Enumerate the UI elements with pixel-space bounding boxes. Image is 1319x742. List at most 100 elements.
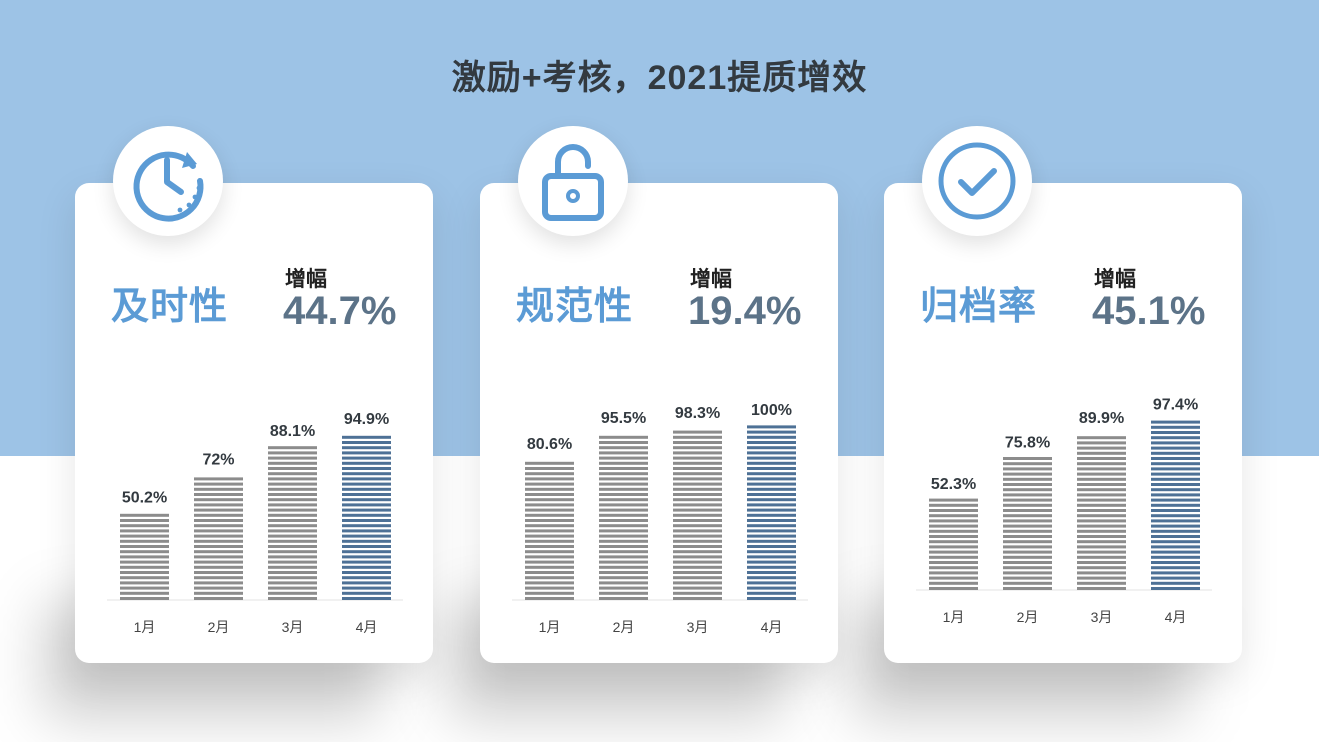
bar-stripe	[929, 529, 978, 533]
bar	[194, 477, 243, 600]
bar-stripe	[120, 519, 169, 522]
bar-stripe	[747, 524, 796, 528]
bar-stripe	[599, 461, 648, 465]
bar-stripe	[1003, 462, 1052, 466]
bar-stripe	[120, 545, 169, 548]
page-title: 激励+考核，2021提质增效	[451, 59, 868, 97]
bar-stripe	[342, 539, 391, 543]
bar-stripe	[268, 586, 317, 590]
bar-stripe	[1151, 571, 1200, 575]
bar-stripe	[525, 565, 574, 569]
bar-stripe	[525, 545, 574, 548]
bar-stripe	[525, 576, 574, 580]
bar-stripe	[1003, 545, 1052, 549]
metric-name: 规范性	[516, 286, 634, 328]
bar-stripe	[747, 534, 796, 538]
bar-stripe	[1077, 493, 1126, 497]
bar-stripe	[673, 482, 722, 486]
bar-stripe	[747, 508, 796, 512]
bar-stripe	[268, 591, 317, 595]
bar-stripe	[673, 597, 722, 600]
bar-stripe	[268, 477, 317, 481]
bar-stripe	[194, 487, 243, 491]
bar-stripe	[929, 498, 978, 502]
increase-label: 增幅	[285, 268, 327, 291]
bar-stripe	[1151, 493, 1200, 497]
bar-stripe	[342, 493, 391, 496]
bar-stripe	[929, 545, 978, 549]
bar-stripe	[673, 534, 722, 538]
bar-stripe	[929, 561, 978, 564]
bar-stripe	[747, 446, 796, 450]
bar-stripe	[342, 477, 391, 481]
bar-stripe	[525, 586, 574, 590]
icon-badge	[113, 126, 223, 236]
bar-stripe	[599, 571, 648, 574]
bar-stripe	[268, 467, 317, 470]
bar-stripe	[673, 524, 722, 528]
bar-stripe	[929, 503, 978, 507]
x-tick-label: 3月	[687, 619, 709, 635]
bar-stripe	[599, 539, 648, 543]
bar-stripe	[599, 565, 648, 569]
bar-stripe	[1077, 467, 1126, 471]
bar	[673, 430, 722, 600]
bar-stripe	[747, 550, 796, 554]
bar-stripe	[929, 540, 978, 544]
bar-stripe	[1151, 457, 1200, 460]
bar-stripe	[673, 493, 722, 496]
bar-stripe	[194, 576, 243, 580]
bar-stripe	[194, 560, 243, 564]
bar-stripe	[194, 477, 243, 481]
bar-stripe	[929, 509, 978, 512]
bar-stripe	[1077, 555, 1126, 559]
bar-stripe	[1003, 587, 1052, 590]
metric-name: 归档率	[920, 286, 1038, 328]
bar-stripe	[268, 508, 317, 512]
bar-stripe	[747, 467, 796, 470]
bar-stripe	[599, 519, 648, 522]
bar-stripe	[747, 591, 796, 595]
bar	[1077, 436, 1126, 590]
bar-stripe	[747, 545, 796, 548]
bar-stripe	[342, 487, 391, 491]
bar-stripe	[120, 524, 169, 528]
bar-stripe	[1151, 431, 1200, 434]
bar-stripe	[268, 519, 317, 522]
bar-stripe	[673, 591, 722, 595]
bar-stripe	[342, 555, 391, 559]
bar-stripe	[342, 441, 391, 444]
bar-stripe	[929, 576, 978, 580]
bar-stripe	[599, 586, 648, 590]
bar-stripe	[599, 529, 648, 533]
bar-stripe	[268, 539, 317, 543]
bar-stripe	[268, 581, 317, 585]
x-tick-label: 4月	[761, 619, 783, 635]
bar-stripe	[342, 461, 391, 465]
bar-stripe	[1003, 483, 1052, 486]
bar-stripe	[194, 586, 243, 590]
data-label: 100%	[751, 402, 792, 419]
bar-stripe	[1003, 581, 1052, 585]
bar-stripe	[1151, 576, 1200, 580]
bar-stripe	[1151, 441, 1200, 445]
increase-value: 19.4%	[688, 289, 802, 333]
x-tick-label: 4月	[1165, 609, 1187, 625]
bar-stripe	[1151, 503, 1200, 507]
data-label: 75.8%	[1005, 435, 1050, 452]
bar-stripe	[268, 524, 317, 528]
bar-stripe	[673, 456, 722, 460]
bar-stripe	[599, 472, 648, 476]
bar-stripe	[342, 545, 391, 548]
metric-card-archiving-rate: 归档率 增幅 45.1% 52.3% 1月 75.8% 2月 89.9% 3月 97.4% 4…	[884, 126, 1242, 663]
increase-value: 45.1%	[1092, 289, 1206, 333]
bar-stripe	[673, 435, 722, 439]
data-label: 80.6%	[527, 436, 572, 453]
bar-stripe	[929, 519, 978, 523]
bar-stripe	[599, 524, 648, 528]
bar-stripe	[599, 435, 648, 439]
bar	[929, 498, 978, 590]
bar-stripe	[1077, 581, 1126, 585]
bar	[599, 435, 648, 600]
bar-stripe	[747, 482, 796, 486]
